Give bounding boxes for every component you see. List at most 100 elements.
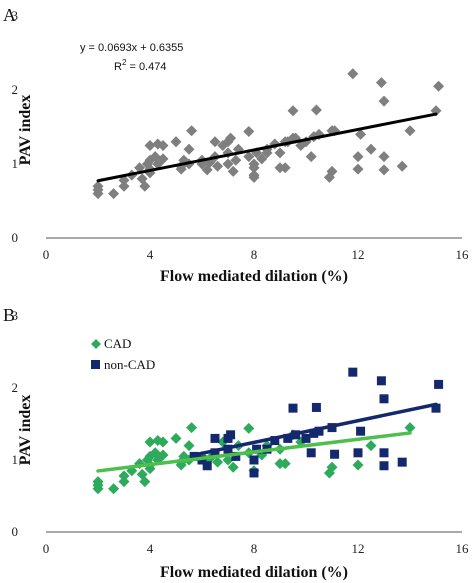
data-point bbox=[347, 68, 359, 80]
data-point-non-cad bbox=[249, 455, 259, 465]
panel-a-trendline bbox=[96, 112, 438, 183]
x-tick-label: 12 bbox=[352, 541, 365, 556]
data-point bbox=[170, 136, 182, 148]
data-point bbox=[287, 105, 299, 117]
x-tick-label: 4 bbox=[147, 247, 154, 262]
data-point-non-cad bbox=[311, 402, 321, 412]
panel-a-y-tick-labels: 0 1 2 3 bbox=[12, 8, 19, 245]
panel-b-x-axis-label: Flow mediated dilation (%) bbox=[160, 564, 348, 581]
data-point bbox=[279, 162, 291, 174]
data-point-non-cad bbox=[376, 376, 386, 386]
data-point bbox=[352, 163, 364, 175]
data-point-cad bbox=[139, 476, 151, 488]
data-point-non-cad bbox=[249, 468, 259, 478]
panel-a-x-tick-labels: 0 4 8 12 16 bbox=[43, 247, 469, 262]
y-tick-label: 2 bbox=[12, 82, 19, 97]
data-point bbox=[261, 147, 273, 159]
x-tick-label: 4 bbox=[147, 541, 154, 556]
y-tick-label: 1 bbox=[12, 452, 19, 467]
data-point-non-cad bbox=[309, 428, 319, 438]
data-point bbox=[396, 160, 408, 172]
y-tick-label: 0 bbox=[12, 230, 19, 245]
data-point bbox=[230, 154, 242, 166]
x-tick-label: 0 bbox=[43, 247, 50, 262]
data-point-non-cad bbox=[397, 457, 407, 467]
data-point bbox=[222, 158, 234, 170]
data-point bbox=[365, 143, 377, 155]
data-point bbox=[157, 153, 169, 165]
data-point-non-cad bbox=[210, 433, 220, 443]
trendline-cad bbox=[96, 431, 412, 473]
data-point-cad bbox=[243, 422, 255, 434]
y-tick-label: 0 bbox=[12, 524, 19, 539]
data-point bbox=[256, 153, 268, 165]
data-point-non-cad bbox=[379, 448, 389, 458]
data-point-non-cad bbox=[226, 430, 236, 440]
legend-non-cad-label: non-CAD bbox=[104, 357, 155, 372]
panel-b-x-tick-labels: 0 4 8 12 16 bbox=[43, 541, 469, 556]
data-point-cad bbox=[157, 436, 169, 448]
x-tick-label: 8 bbox=[251, 247, 258, 262]
data-point-cad bbox=[222, 454, 234, 466]
data-point-cad bbox=[144, 436, 156, 448]
x-tick-label: 16 bbox=[456, 247, 470, 262]
data-point bbox=[378, 95, 390, 107]
y-tick-label: 2 bbox=[12, 380, 19, 395]
x-tick-label: 12 bbox=[352, 247, 365, 262]
data-point bbox=[186, 125, 198, 137]
data-point-cad bbox=[365, 440, 377, 452]
trendline bbox=[96, 112, 438, 183]
data-point-non-cad bbox=[330, 449, 340, 459]
data-point-non-cad bbox=[202, 461, 212, 471]
data-point-non-cad bbox=[356, 426, 366, 436]
data-point bbox=[175, 163, 187, 175]
data-point-non-cad bbox=[348, 367, 358, 377]
data-point bbox=[92, 180, 104, 192]
data-point-cad bbox=[170, 432, 182, 444]
data-point-non-cad bbox=[353, 448, 363, 458]
data-point bbox=[355, 128, 367, 140]
data-point-cad bbox=[108, 483, 120, 495]
data-point-cad bbox=[227, 461, 239, 473]
data-point bbox=[139, 180, 151, 192]
data-point-non-cad bbox=[301, 433, 311, 443]
data-point bbox=[157, 140, 169, 151]
x-tick-label: 0 bbox=[43, 541, 50, 556]
data-point bbox=[243, 151, 255, 163]
data-point bbox=[375, 77, 387, 89]
data-point-non-cad bbox=[252, 444, 262, 454]
data-point-cad bbox=[118, 476, 130, 488]
data-point-cad bbox=[183, 440, 195, 452]
legend-cad-label: CAD bbox=[104, 336, 131, 351]
data-point bbox=[378, 151, 390, 163]
legend-non-cad-marker bbox=[91, 360, 100, 369]
legend-cad-marker bbox=[91, 339, 101, 349]
legend: CAD non-CAD bbox=[91, 336, 155, 372]
panel-b-y-axis-label: PAV index bbox=[17, 395, 34, 466]
trendline-non-cad bbox=[192, 402, 438, 457]
data-point bbox=[248, 162, 260, 174]
panel-a-x-axis-label: Flow mediated dilation (%) bbox=[160, 268, 348, 285]
data-point-cad bbox=[352, 459, 364, 471]
data-point bbox=[305, 151, 317, 163]
data-point-non-cad bbox=[288, 403, 298, 413]
data-point-cad bbox=[157, 449, 169, 461]
data-point-non-cad bbox=[379, 461, 389, 471]
data-point-cad bbox=[118, 470, 130, 482]
data-point bbox=[243, 125, 255, 137]
x-tick-label: 16 bbox=[456, 541, 470, 556]
data-point bbox=[274, 147, 286, 159]
r-squared-label: R2 = 0.474 bbox=[114, 58, 166, 73]
data-point-non-cad bbox=[314, 426, 324, 436]
data-point-cad bbox=[92, 476, 104, 488]
panel-b-points bbox=[92, 367, 444, 495]
data-point-non-cad bbox=[431, 403, 441, 413]
data-point bbox=[118, 180, 130, 192]
data-point-cad bbox=[279, 458, 291, 470]
data-point-non-cad bbox=[434, 379, 444, 389]
data-point-cad bbox=[212, 456, 224, 468]
data-point bbox=[352, 151, 364, 163]
data-point-non-cad bbox=[231, 451, 241, 461]
